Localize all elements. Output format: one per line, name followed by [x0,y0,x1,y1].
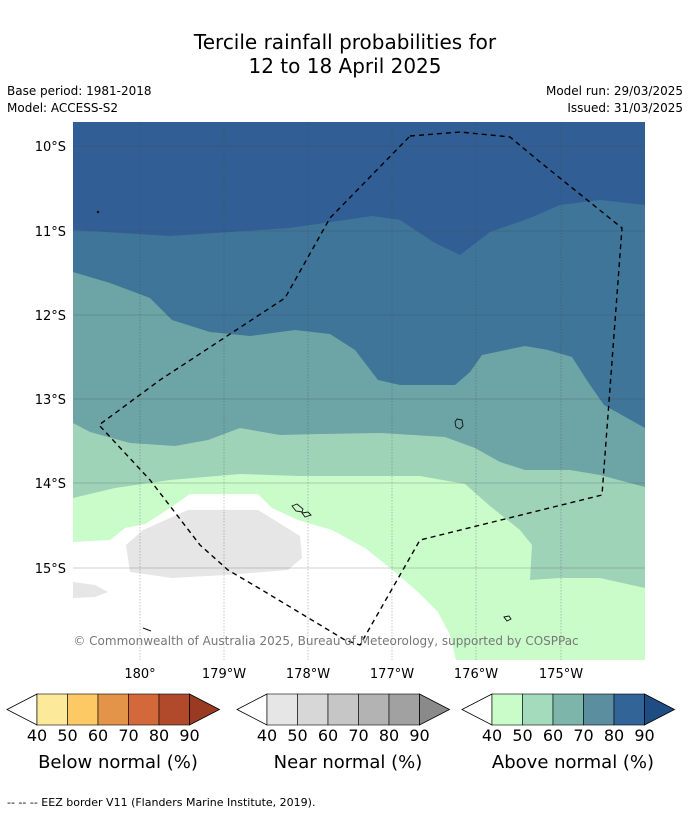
lat-label: 10°S [35,140,66,155]
lat-label: 15°S [35,562,66,577]
colorbar-segment [97,693,129,726]
colorbar-segment [613,693,645,726]
colorbar-tick-label: 40 [27,726,47,745]
islands [96,210,512,632]
lon-label: 176°W [454,667,498,682]
colorbar-near: 40 50 60 70 80 90 [236,693,451,745]
chart-title: Tercile rainfall probabilities for 12 to… [0,30,690,78]
island-dot-nw [96,210,100,214]
legend-near-label: Near normal (%) [273,752,423,773]
colorbar-tick-label: 90 [634,726,654,745]
legend-above-normal: 40 50 60 70 80 90 Above normal (%) [460,690,680,773]
fill-near-50 [126,510,302,578]
colorbar-tick-label: 80 [379,726,399,745]
title-line-2: 12 to 18 April 2025 [248,54,442,78]
island-sw-mark [142,627,152,632]
colorbar-segment [522,693,554,726]
colorbar-segment [67,693,99,726]
lat-axis-labels: 10°S 11°S 12°S 13°S 14°S 15°S [35,140,66,577]
map-area: © Commonwealth of Australia 2025, Bureau… [35,122,645,682]
colorbar-tick-label: 70 [118,726,138,745]
island-small-east [503,615,512,622]
eez-border [97,131,623,646]
colorbar-extend-right [189,693,221,726]
colorbar-segment [358,693,390,726]
colorbar-tick-label: 50 [512,726,532,745]
colorbar-extend-right [644,693,676,726]
colorbar-tick-label: 60 [543,726,563,745]
model-run-text: Model run: 29/03/2025 [545,84,683,98]
lon-label: 180° [124,667,155,682]
colorbar-tick-label: 60 [318,726,338,745]
colorbar-tick-label: 40 [482,726,502,745]
model-text: Model: ACCESS-S2 [7,101,119,115]
colorbar-segment [327,693,359,726]
colorbar-segment [128,693,160,726]
colorbar-below: 40 50 60 70 80 90 [6,693,221,745]
colorbar-segment [583,693,615,726]
colorbar-above: 40 50 60 70 80 90 [461,693,676,745]
colorbar-segment [552,693,584,726]
lat-label: 11°S [35,225,66,240]
colorbar-extend-right [419,693,451,726]
lon-label: 178°W [286,667,330,682]
colorbar-segment [266,693,298,726]
colorbar-tick-label: 40 [257,726,277,745]
colorbar-segment [491,693,523,726]
colorbar-tick-label: 50 [57,726,77,745]
colorbar-tick-label: 90 [179,726,199,745]
title-line-1: Tercile rainfall probabilities for [193,30,497,54]
probability-fill-layer [73,122,645,660]
island-futuna [291,503,304,513]
colorbar-extend-left [6,693,38,726]
fill-near-50-west [73,582,108,598]
lat-label: 14°S [35,477,66,492]
graticule [73,122,645,660]
colorbar-tick-label: 90 [409,726,429,745]
colorbar-tick-label: 70 [348,726,368,745]
legend-below-label: Below normal (%) [38,752,198,773]
legend-below-normal: 40 50 60 70 80 90 Below normal (%) [5,690,225,773]
colorbar-tick-label: 50 [287,726,307,745]
lon-label: 175°W [539,667,583,682]
colorbar-extend-left [461,693,493,726]
island-alofi [301,511,312,518]
eez-footnote: -- -- -- EEZ border V11 (Flanders Marine… [7,796,316,809]
lon-label: 177°W [370,667,414,682]
colorbar-segment [388,693,420,726]
lat-label: 13°S [35,393,66,408]
meta-left: Base period: 1981-2018 Model: ACCESS-S2 [7,83,152,117]
meta-right: Model run: 29/03/2025 Issued: 31/03/2025 [546,83,683,117]
colorbar-tick-label: 80 [149,726,169,745]
island-wallis [454,418,464,430]
lat-label: 12°S [35,309,66,324]
copyright-text: © Commonwealth of Australia 2025, Bureau… [73,634,578,648]
lon-axis-labels: 180° 179°W 178°W 177°W 176°W 175°W [124,667,583,682]
colorbar-extend-left [236,693,268,726]
legend-above-label: Above normal (%) [491,752,655,773]
legend-near-normal: 40 50 60 70 80 90 Near normal (%) [235,690,455,773]
lon-label: 179°W [202,667,246,682]
colorbar-tick-label: 70 [573,726,593,745]
colorbar-tick-label: 80 [604,726,624,745]
base-period-text: Base period: 1981-2018 [7,84,152,98]
colorbar-segment [158,693,190,726]
issued-text: Issued: 31/03/2025 [567,101,683,115]
colorbar-tick-label: 60 [88,726,108,745]
colorbar-segment [297,693,329,726]
colorbar-segment [36,693,68,726]
